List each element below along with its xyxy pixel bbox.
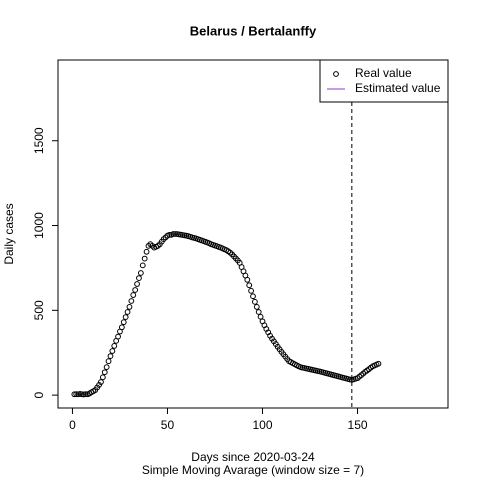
data-point bbox=[132, 287, 139, 293]
data-point bbox=[166, 231, 173, 238]
data-point bbox=[137, 270, 144, 276]
subtitle: Simple Moving Avarage (window size = 7) bbox=[142, 463, 364, 477]
y-tick-label: 0 bbox=[32, 391, 46, 398]
x-tick-label: 50 bbox=[161, 418, 175, 432]
x-tick-label: 150 bbox=[348, 418, 368, 432]
data-point bbox=[246, 282, 253, 289]
data-point bbox=[170, 231, 177, 237]
data-point bbox=[82, 391, 89, 397]
data-point bbox=[375, 360, 382, 367]
y-tick-label: 1000 bbox=[32, 212, 46, 239]
data-point bbox=[252, 298, 258, 305]
y-tick-label: 500 bbox=[32, 300, 46, 320]
legend-label: Real value bbox=[355, 66, 412, 80]
data-point bbox=[141, 255, 148, 262]
data-point bbox=[111, 343, 118, 349]
legend-symbol bbox=[333, 71, 339, 77]
data-point bbox=[120, 319, 127, 326]
data-point bbox=[134, 281, 140, 287]
data-point bbox=[172, 231, 178, 237]
y-tick-label: 1500 bbox=[32, 127, 46, 154]
data-point bbox=[99, 374, 106, 381]
data-point bbox=[244, 276, 251, 283]
data-point bbox=[248, 287, 254, 294]
y-axis-label: Daily cases bbox=[2, 203, 16, 264]
data-point bbox=[101, 369, 108, 376]
data-point bbox=[103, 364, 110, 371]
legend-box bbox=[319, 59, 449, 103]
data-point bbox=[109, 348, 116, 354]
x-tick-label: 100 bbox=[252, 418, 272, 432]
data-point bbox=[136, 275, 142, 281]
data-point bbox=[71, 391, 78, 398]
data-point bbox=[139, 262, 146, 269]
x-axis-label: Days since 2020-03-24 bbox=[191, 450, 315, 464]
legend-label: Estimated value bbox=[355, 81, 441, 95]
data-point bbox=[143, 248, 150, 255]
plot-frame bbox=[57, 59, 449, 409]
x-tick-label: 0 bbox=[69, 418, 76, 432]
data-point bbox=[115, 333, 121, 340]
data-point bbox=[107, 353, 114, 360]
data-point bbox=[250, 293, 256, 300]
chart-title: Belarus / Bertalanffy bbox=[190, 23, 317, 38]
data-point bbox=[124, 309, 131, 315]
data-point bbox=[73, 391, 80, 397]
data-point bbox=[98, 379, 104, 385]
data-point bbox=[253, 304, 260, 310]
data-point bbox=[126, 304, 133, 310]
data-point bbox=[128, 298, 135, 304]
data-point bbox=[130, 292, 137, 298]
data-point bbox=[79, 391, 85, 398]
data-point bbox=[122, 314, 129, 320]
data-point bbox=[105, 358, 112, 365]
data-point bbox=[118, 324, 125, 331]
data-point bbox=[255, 309, 262, 315]
